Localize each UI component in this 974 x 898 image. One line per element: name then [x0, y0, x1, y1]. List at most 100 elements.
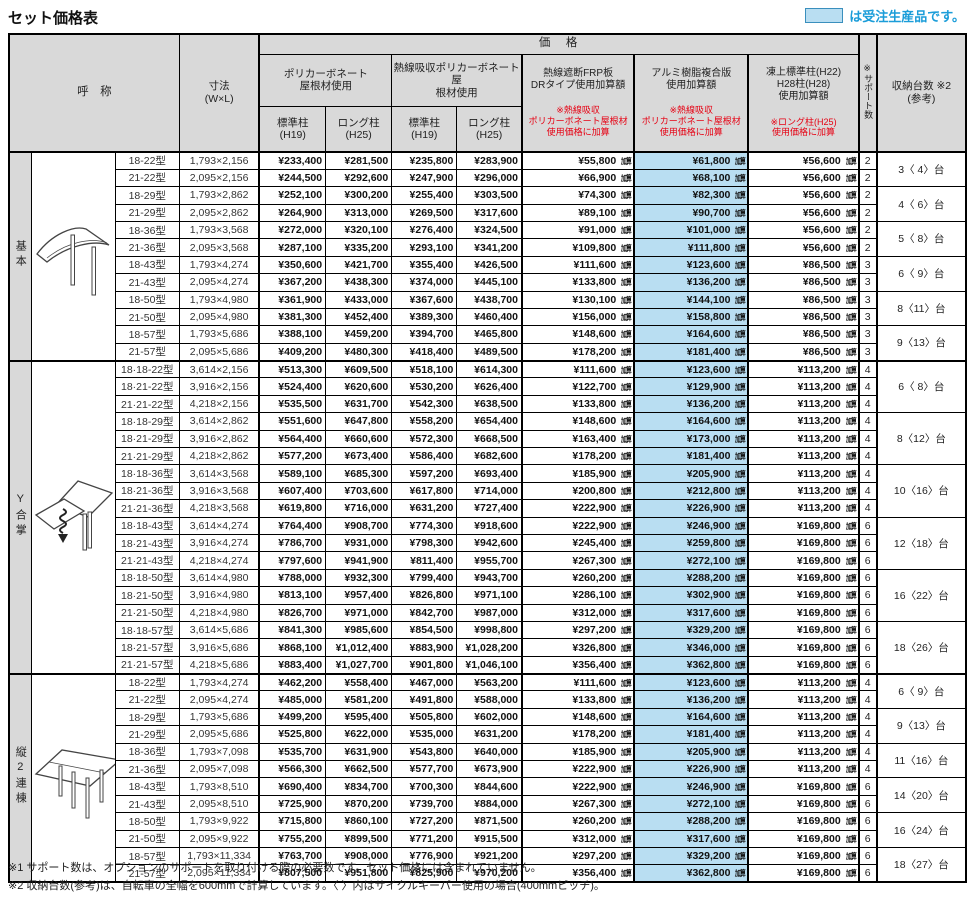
frost-pillar-addition-cell: ¥56,600 加算 [747, 168, 860, 188]
storage-count-cell: 18〈26〉台 [875, 620, 967, 675]
price-long-heat-cell: ¥631,200 [456, 725, 523, 744]
support-count-cell: 4 [857, 464, 878, 483]
addition-price-value: ¥55,800 [578, 154, 617, 167]
aluminum-addition-cell: ¥123,600 加算 [633, 672, 749, 692]
size-cell: 3,916×5,686 [178, 638, 260, 657]
support-count-cell: 6 [857, 846, 878, 866]
model-cell: 18-50型 [114, 290, 180, 309]
addition-suffix: 加算 [845, 330, 857, 340]
addition-price-value: ¥185,900 [572, 467, 617, 480]
model-cell: 18·18-36型 [114, 464, 180, 483]
addition-suffix: 加算 [845, 713, 857, 723]
price-long-poly-cell: ¥673,400 [325, 447, 393, 466]
addition-price-value: ¥56,600 [802, 171, 841, 184]
price-long-heat-cell: ¥693,400 [456, 464, 523, 483]
frp-addition-cell: ¥91,000 加算 [520, 220, 635, 240]
size-cell: 1,793×2,862 [178, 186, 260, 205]
price-long-poly-cell: ¥1,012,400 [325, 638, 393, 657]
price-standard-poly-cell: ¥287,100 [258, 238, 327, 257]
aluminum-addition-cell: ¥246,900 加算 [633, 516, 749, 535]
addition-suffix: 加算 [845, 765, 857, 775]
price-standard-heat-cell: ¥854,500 [391, 620, 458, 640]
frp-addition-cell: ¥178,200 加算 [520, 447, 635, 466]
addition-suffix: 加算 [735, 504, 746, 514]
addition-suffix: 加算 [735, 765, 746, 775]
addition-suffix: 加算 [621, 817, 632, 827]
frost-pillar-addition-cell: ¥86,500 加算 [747, 342, 860, 362]
addition-price-value: ¥178,200 [572, 345, 617, 358]
table-row: 18-50型 1,793×4,980 ¥361,900 ¥433,000 ¥367,60… [9, 290, 967, 327]
aluminum-addition-cell: ¥136,200 加算 [633, 273, 749, 292]
addition-suffix: 加算 [845, 295, 857, 305]
price-long-poly-cell: ¥716,000 [325, 499, 393, 518]
addition-suffix: 加算 [845, 817, 857, 827]
group-illustration [30, 150, 116, 362]
addition-price-value: ¥148,600 [572, 711, 617, 724]
addition-suffix: 加算 [735, 208, 746, 218]
header-frost-pillar-addition: 凍上標準柱(H22) H28柱(H28) 使用加算額 ※ロング柱(H25) 使用… [747, 53, 860, 153]
frp-addition-cell: ¥148,600 加算 [520, 325, 635, 344]
model-cell: 21-22型 [114, 690, 180, 709]
group-label-text: 基本 [14, 239, 27, 270]
addition-suffix: 加算 [621, 608, 632, 618]
aluminum-addition-cell: ¥164,600 加算 [633, 325, 749, 344]
table-row: 21-29型 2,095×2,862 ¥264,900 ¥313,000 ¥269,50… [9, 203, 966, 222]
frost-pillar-addition-cell: ¥113,200 加算 [747, 707, 860, 727]
price-long-poly-cell: ¥870,200 [325, 794, 393, 814]
price-long-heat-cell: ¥563,200 [456, 672, 523, 692]
support-count-cell: 4 [857, 690, 878, 709]
storage-count-cell: 16〈22〉台 [875, 568, 967, 622]
frp-addition-cell: ¥178,200 加算 [520, 342, 635, 362]
addition-price-value: ¥272,100 [686, 554, 731, 567]
storage-count-cell: 10〈16〉台 [875, 464, 967, 518]
frost-pillar-addition-cell: ¥113,200 加算 [747, 742, 860, 762]
aluminum-addition-cell: ¥111,800 加算 [633, 238, 749, 257]
addition-suffix: 加算 [845, 800, 857, 810]
addition-suffix: 加算 [735, 782, 746, 792]
addition-suffix: 加算 [621, 643, 632, 653]
addition-price-value: ¥185,900 [572, 745, 617, 758]
support-count-cell: 4 [857, 481, 878, 501]
model-cell: 18·18-29型 [114, 412, 180, 431]
size-cell: 1,793×9,922 [178, 812, 260, 831]
table-row: 21·21-36型 4,218×3,568 ¥619,800 ¥716,000 ¥631… [9, 499, 966, 518]
addition-price-value: ¥86,500 [802, 311, 841, 324]
addition-price-value: ¥109,800 [572, 241, 617, 254]
header-row-2: ポリカーボネート 屋根材使用 熱線吸収ポリカーボネート屋 根材使用 熱線遮断FR… [9, 53, 966, 153]
price-long-poly-cell: ¥951,800 [325, 864, 393, 883]
support-count-cell: 6 [857, 638, 878, 657]
size-cell: 4,218×5,686 [178, 655, 260, 675]
addition-price-value: ¥169,800 [796, 641, 841, 654]
addition-price-value: ¥222,900 [572, 780, 617, 793]
frost-pillar-addition-cell: ¥169,800 加算 [747, 846, 860, 866]
price-standard-heat-cell: ¥235,800 [391, 150, 458, 170]
addition-price-value: ¥205,900 [686, 467, 731, 480]
size-cell: 1,793×4,274 [178, 255, 260, 275]
support-count-cell: 4 [857, 412, 878, 431]
size-cell: 4,218×2,862 [178, 447, 260, 466]
model-cell: 18·21-57型 [114, 638, 180, 657]
size-cell: 2,095×2,862 [178, 203, 260, 222]
addition-suffix: 加算 [845, 747, 857, 757]
addition-price-value: ¥74,300 [578, 189, 617, 202]
table-row: 21-36型 2,095×7,098 ¥566,300 ¥662,500 ¥577,70… [9, 760, 966, 779]
price-long-heat-cell: ¥489,500 [456, 342, 523, 362]
addition-suffix: 加算 [735, 695, 746, 705]
price-standard-heat-cell: ¥389,300 [391, 307, 458, 327]
addition-price-value: ¥113,200 [797, 380, 841, 393]
price-long-heat-cell: ¥1,028,200 [456, 638, 523, 657]
header-row-1: 呼 称 寸法 (W×L) 価 格 ※サポート数 収納台数 ※2 (参考) [8, 33, 967, 153]
addition-suffix: 加算 [735, 382, 746, 392]
addition-suffix: 加算 [621, 556, 632, 566]
support-count-cell: 2 [857, 238, 878, 257]
frost-pillar-addition-cell: ¥169,800 加算 [747, 620, 860, 640]
addition-price-value: ¥130,100 [572, 293, 617, 306]
support-count-cell: 2 [857, 150, 878, 170]
price-long-poly-cell: ¥941,900 [325, 551, 393, 570]
addition-price-value: ¥113,200 [797, 502, 841, 515]
frost-pillar-addition-cell: ¥56,600 加算 [747, 220, 860, 240]
support-count-cell: 4 [857, 707, 878, 727]
price-long-heat-cell: ¥341,200 [456, 238, 523, 257]
footnote-2: ※2 収納台数(参考)は、自転車の全幅を600mmで計算しています。〈 〉内はサ… [8, 880, 605, 892]
frp-addition-cell: ¥66,900 加算 [520, 168, 635, 188]
